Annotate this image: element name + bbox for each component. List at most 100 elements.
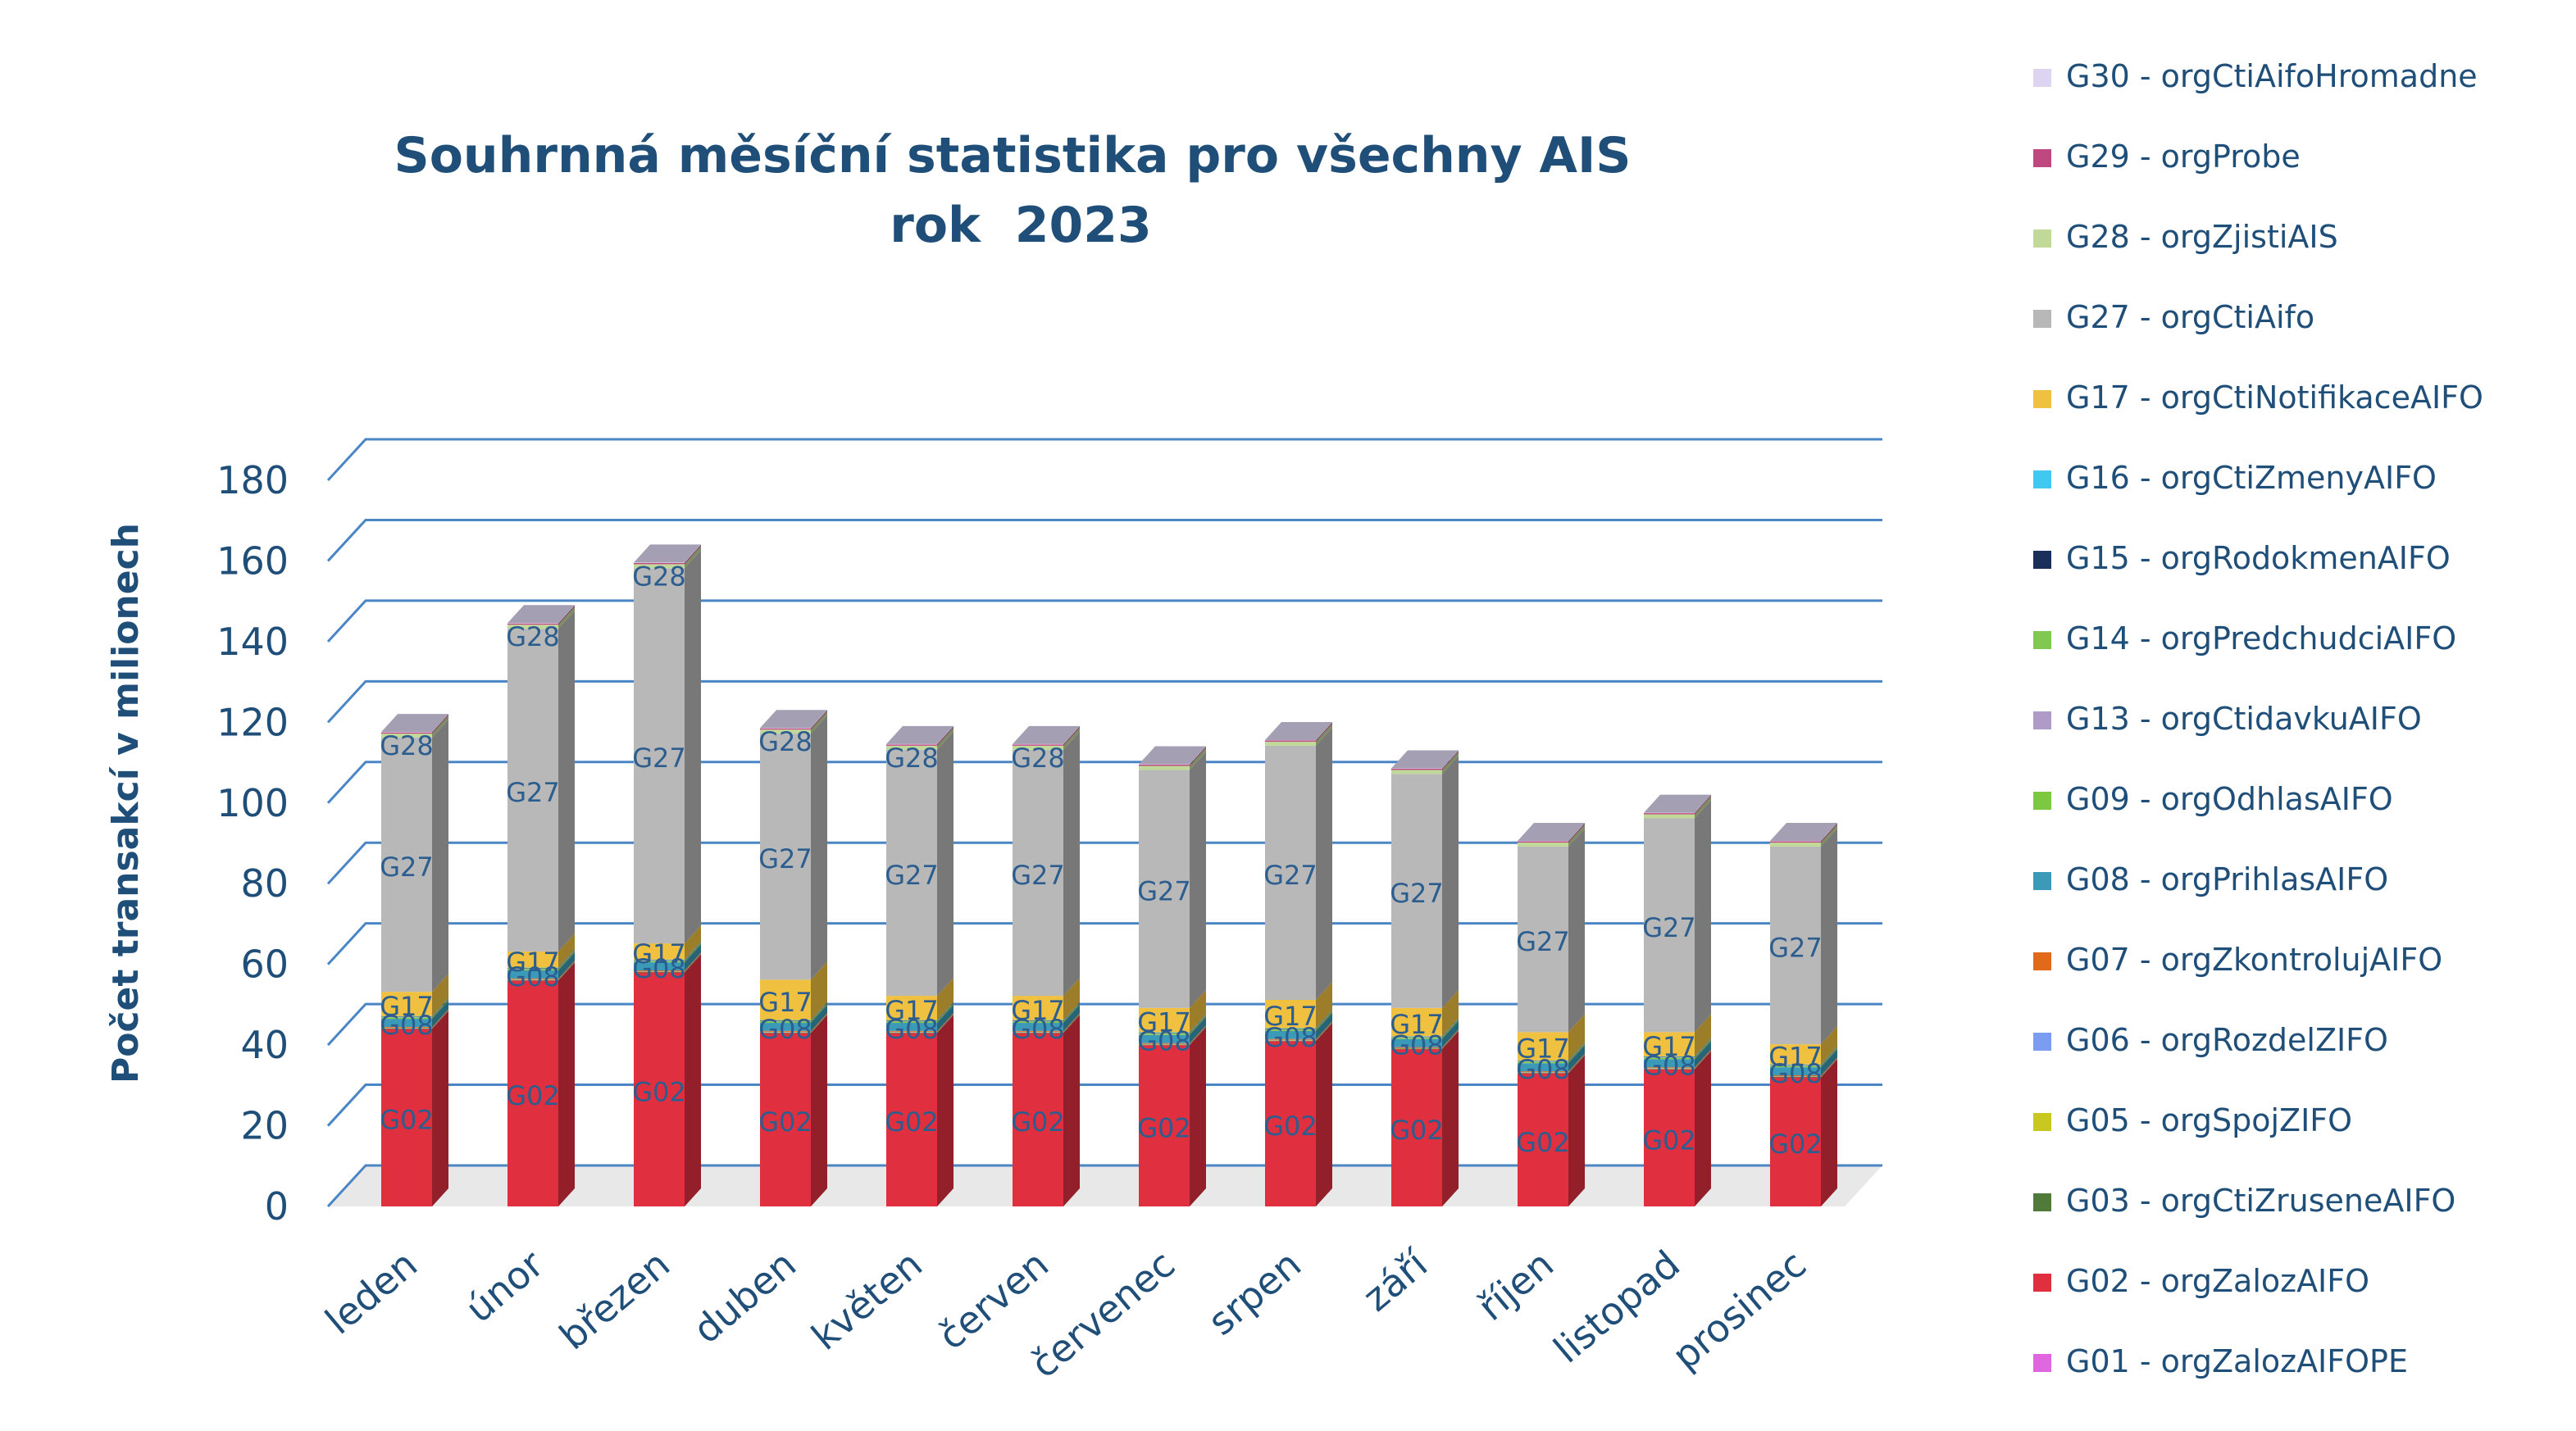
bar-segment-g03-cerven	[1013, 1014, 1080, 1034]
bar-segment-g06-leden	[381, 1009, 448, 1029]
chart-subtitle: rok 2023	[890, 197, 1151, 254]
bar-segment-g05-kveten	[886, 1014, 953, 1033]
bar-segment-g06-listopad	[1644, 1050, 1711, 1069]
bar-segment-g14-srpen	[1265, 1011, 1332, 1029]
category-label-zari: září	[1354, 1241, 1436, 1320]
legend-label: G08 - orgPrihlasAIFO	[2066, 861, 2388, 897]
bar-segment-g08-prosinec	[1770, 1049, 1837, 1076]
legend-swatch	[2033, 1274, 2051, 1292]
gridline	[326, 761, 1882, 804]
segment-label-g27: G27	[1768, 933, 1823, 964]
bar-segment-g28-duben	[760, 711, 827, 734]
bar-segment-g27-unor	[507, 611, 575, 952]
bar-segment-g03-prosinec	[1770, 1058, 1837, 1078]
bar-segment-g09-leden	[381, 999, 448, 1020]
bar-segment-g07-zari	[1391, 1029, 1459, 1048]
bar-segment-g28-brezen	[634, 546, 701, 569]
segment-label-g02: G02	[1642, 1124, 1696, 1156]
bar-segment-g06-cervenec	[1139, 1025, 1206, 1045]
bar-top-rijen	[1518, 823, 1585, 842]
bar-segment-g09-duben	[760, 1003, 827, 1024]
bar-segment-g03-duben	[760, 1014, 827, 1034]
bar-segment-g08-zari	[1391, 1020, 1459, 1047]
legend-label: G15 - orgRodokmenAIFO	[2066, 540, 2451, 576]
segment-label-g17: G17	[1137, 1007, 1191, 1038]
bar-segment-g15-listopad	[1644, 1038, 1711, 1057]
bar-segment-g03-leden	[381, 1010, 448, 1029]
segment-label-g08: G08	[1263, 1022, 1318, 1053]
category-label-prosinec: prosinec	[1663, 1242, 1814, 1379]
legend-item-g08: G08 - orgPrihlasAIFO	[2033, 861, 2388, 897]
category-label-kveten: květen	[803, 1242, 931, 1359]
legend-label: G02 - orgZalozAIFO	[2066, 1263, 2369, 1299]
bar-segment-g27-rijen	[1518, 828, 1585, 1033]
segment-label-g17: G17	[1516, 1034, 1570, 1065]
legend-label: G29 - orgProbe	[2066, 139, 2301, 175]
segment-label-g08: G08	[506, 961, 560, 993]
bar-segment-g16-srpen	[1265, 1010, 1332, 1029]
legend-swatch	[2033, 1354, 2051, 1372]
bar-segment-g13-zari	[1391, 1019, 1459, 1038]
legend-label: G07 - orgZkontrolujAIFO	[2066, 942, 2442, 978]
gridline	[326, 438, 1882, 482]
legend-swatch	[2033, 1193, 2051, 1211]
legend-label: G13 - orgCtidavkuAIFO	[2066, 701, 2422, 737]
segment-label-g27: G27	[1516, 926, 1570, 957]
bar-segment-g15-cerven	[1013, 1002, 1080, 1021]
bar-segment-g13-listopad	[1644, 1039, 1711, 1058]
legend-item-g14: G14 - orgPredchudciAIFO	[2033, 620, 2456, 656]
bar-segment-g09-kveten	[886, 1003, 953, 1024]
bar-segment-g08-rijen	[1518, 1045, 1585, 1072]
bar-segment-g07-cerven	[1013, 1012, 1080, 1032]
segment-label-g27: G27	[1642, 912, 1696, 943]
legend-item-g16: G16 - orgCtiZmenyAIFO	[2033, 460, 2437, 496]
bar-segment-g17-rijen	[1518, 1014, 1585, 1061]
segment-label-g28: G28	[380, 730, 434, 761]
segment-label-g17: G17	[1642, 1031, 1696, 1062]
bar-segment-g07-listopad	[1644, 1049, 1711, 1069]
bar-segment-g27-prosinec	[1770, 828, 1837, 1045]
bar-segment-g30-rijen	[1518, 823, 1585, 842]
bar-segment-g08-duben	[760, 1005, 827, 1031]
segment-label-g02: G02	[1137, 1113, 1191, 1144]
bar-segment-g17-kveten	[886, 978, 953, 1020]
bar-segment-g15-prosinec	[1770, 1047, 1837, 1065]
bar-segment-g08-srpen	[1265, 1012, 1332, 1039]
segment-label-g08: G08	[1390, 1030, 1444, 1061]
segment-label-g17: G17	[506, 947, 560, 978]
chart-floor	[328, 1165, 1882, 1206]
bar-segment-g05-listopad	[1644, 1050, 1711, 1070]
bar-segment-g27-leden	[381, 720, 448, 993]
bar-segment-g17-leden	[381, 974, 448, 1016]
bar-segment-g02-unor	[507, 962, 575, 1206]
segment-label-g08: G08	[632, 953, 686, 984]
gridline	[326, 1002, 1882, 1047]
bars	[381, 544, 1837, 1206]
bar-segment-g06-cerven	[1013, 1013, 1080, 1033]
legend-swatch	[2033, 229, 2051, 248]
legend-item-g15: G15 - orgRodokmenAIFO	[2033, 540, 2451, 576]
bar-segment-g29-prosinec	[1770, 823, 1837, 843]
bar-segment-g05-rijen	[1518, 1054, 1585, 1074]
bar-segment-g28-prosinec	[1770, 825, 1837, 847]
bar-segment-g13-cerven	[1013, 1003, 1080, 1022]
category-label-listopad: listopad	[1545, 1242, 1688, 1372]
bar-segment-g29-zari	[1391, 750, 1459, 770]
bar-segment-g28-zari	[1391, 752, 1459, 775]
segment-label-g08: G08	[758, 1014, 812, 1045]
bar-segment-g17-prosinec	[1770, 1026, 1837, 1065]
grid	[326, 438, 1882, 1208]
bar-segment-g07-srpen	[1265, 1020, 1332, 1040]
bar-segment-g27-cervenec	[1139, 752, 1206, 1008]
bar-segment-g16-cervenec	[1139, 1014, 1206, 1033]
segment-label-g28: G28	[506, 621, 560, 652]
legend-swatch	[2033, 149, 2051, 167]
bar-top-duben	[760, 710, 827, 729]
bar-segment-g27-zari	[1391, 756, 1459, 1008]
x-categories: leden únor březen dubenkvětenčervenčervenec…	[316, 1241, 1814, 1387]
legend-swatch	[2033, 872, 2051, 890]
bar-segment-g15-kveten	[886, 1002, 953, 1021]
legend: G30 - orgCtiAifoHromadne G29 - orgProbe G2…	[2033, 58, 2483, 1379]
bar-segment-g07-duben	[760, 1012, 827, 1032]
bar-segment-g29-listopad	[1644, 795, 1711, 815]
